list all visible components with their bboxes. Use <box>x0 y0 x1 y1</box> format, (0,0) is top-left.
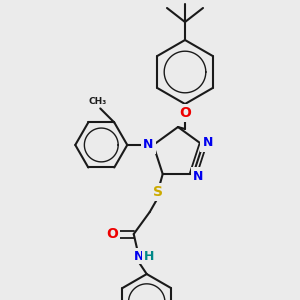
Text: N: N <box>202 136 213 149</box>
Text: O: O <box>179 106 191 120</box>
Text: N: N <box>193 169 203 182</box>
Text: N: N <box>143 139 154 152</box>
Text: CH₃: CH₃ <box>88 97 106 106</box>
Text: O: O <box>106 227 118 241</box>
Text: H: H <box>143 250 154 262</box>
Text: N: N <box>134 250 144 262</box>
Text: S: S <box>153 185 163 199</box>
